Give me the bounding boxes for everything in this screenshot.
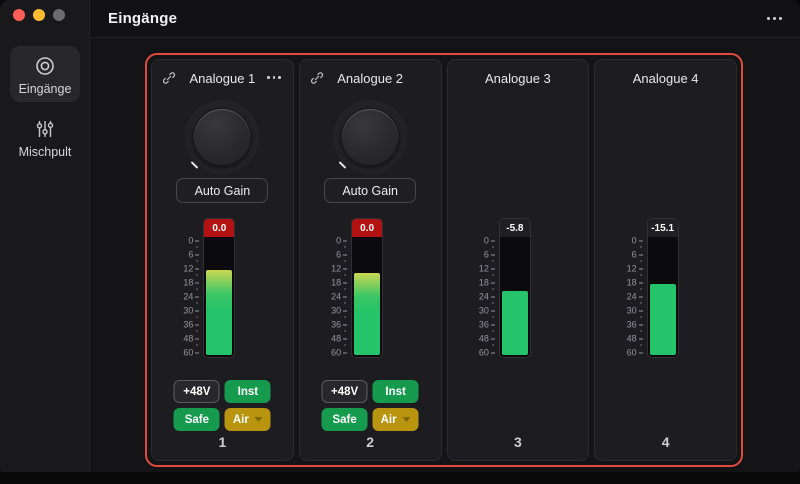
channel-strip-3: Analogue 3 0 6 12 18 24 30 36 48 60 -5.8 3 bbox=[446, 59, 590, 461]
page-header: Eingänge bbox=[90, 0, 800, 38]
sidebar: Eingänge Mischpult bbox=[0, 0, 90, 472]
channel-strip-1: Analogue 1 Auto Gain 0 6 12 18 24 30 36 48 60 0.… bbox=[151, 59, 294, 461]
meter-scale: 0 6 12 18 24 30 36 48 60 bbox=[473, 236, 495, 358]
channel-buttons: +48V Inst Safe Air bbox=[321, 380, 419, 431]
channel-buttons: +48V Inst Safe Air bbox=[173, 380, 271, 431]
link-icon[interactable] bbox=[162, 71, 176, 90]
traffic-lights bbox=[13, 9, 65, 21]
channel-menu-button[interactable] bbox=[267, 76, 281, 79]
page-title: Eingänge bbox=[108, 10, 178, 27]
channel-strip-4: Analogue 4 0 6 12 18 24 30 36 48 60 -15.1 4 bbox=[594, 59, 737, 461]
channel-strip-2: Analogue 2 Auto Gain 0 6 12 18 24 30 36 48 60 0.… bbox=[298, 59, 442, 461]
peak-readout: -15.1 bbox=[647, 219, 678, 237]
link-icon[interactable] bbox=[310, 71, 324, 90]
inputs-icon bbox=[34, 55, 56, 77]
channel-header: Analogue 4 bbox=[605, 68, 726, 88]
channel-header: Analogue 1 bbox=[162, 68, 283, 88]
meter-column: -5.8 bbox=[498, 218, 531, 358]
phantom-power-button[interactable]: +48V bbox=[321, 380, 368, 403]
meter-scale: 0 6 12 18 24 30 36 48 60 bbox=[621, 236, 643, 358]
peak-readout: -5.8 bbox=[499, 219, 530, 237]
gain-knob-indicator bbox=[338, 161, 347, 169]
auto-gain-button[interactable]: Auto Gain bbox=[176, 178, 269, 203]
meter-track bbox=[352, 237, 382, 357]
chevron-down-icon bbox=[402, 417, 411, 422]
meter-column: 0.0 bbox=[351, 218, 384, 358]
meter-column: -15.1 bbox=[646, 218, 679, 358]
air-button[interactable]: Air bbox=[224, 408, 271, 431]
channel-name: Analogue 2 bbox=[337, 70, 404, 86]
sidebar-item-label: Mischpult bbox=[18, 145, 72, 159]
auto-gain-button[interactable]: Auto Gain bbox=[324, 178, 417, 203]
safe-button[interactable]: Safe bbox=[173, 408, 220, 431]
minimize-window-button[interactable] bbox=[33, 9, 45, 21]
peak-readout: 0.0 bbox=[352, 219, 383, 237]
meter-track bbox=[648, 237, 678, 357]
air-button-label: Air bbox=[232, 413, 249, 426]
zoom-window-button[interactable] bbox=[53, 9, 65, 21]
channel-header: Analogue 3 bbox=[458, 68, 579, 88]
gain-knob-cap bbox=[193, 108, 252, 166]
channel-number: 3 bbox=[513, 434, 522, 450]
phantom-power-button[interactable]: +48V bbox=[173, 380, 220, 403]
meter-fill bbox=[206, 269, 233, 355]
sidebar-item-eingaenge[interactable]: Eingänge bbox=[10, 46, 80, 102]
close-window-button[interactable] bbox=[13, 9, 25, 21]
meter-fill bbox=[649, 284, 676, 355]
channel-number: 1 bbox=[218, 434, 227, 450]
stereo-link-group: Analogue 1 Auto Gain 0 6 12 18 24 30 36 48 60 0.… bbox=[145, 53, 743, 467]
air-button-label: Air bbox=[380, 413, 397, 426]
gain-knob-indicator bbox=[190, 161, 199, 169]
gain-knob[interactable] bbox=[333, 100, 408, 174]
level-meter: 0 6 12 18 24 30 36 48 60 0.0 bbox=[325, 218, 399, 358]
safe-button[interactable]: Safe bbox=[321, 408, 368, 431]
channel-name: Analogue 4 bbox=[632, 70, 699, 86]
mixer-sliders-icon bbox=[34, 118, 56, 140]
app-window: Eingänge Mischpult Eingänge bbox=[0, 0, 800, 472]
meter-column: 0.0 bbox=[203, 218, 236, 358]
meter-track bbox=[500, 237, 530, 357]
level-meter: 0 6 12 18 24 30 36 48 60 0.0 bbox=[177, 218, 251, 358]
chevron-down-icon bbox=[254, 417, 263, 422]
air-button[interactable]: Air bbox=[372, 408, 419, 431]
channel-number: 4 bbox=[661, 434, 670, 450]
meter-fill bbox=[354, 273, 381, 355]
meter-track bbox=[204, 237, 234, 357]
inst-button[interactable]: Inst bbox=[224, 380, 271, 403]
channel-number: 2 bbox=[366, 434, 375, 450]
channel-name: Analogue 1 bbox=[189, 70, 256, 86]
meter-fill bbox=[501, 291, 528, 355]
meter-scale: 0 6 12 18 24 30 36 48 60 bbox=[177, 236, 200, 358]
sidebar-item-mischpult[interactable]: Mischpult bbox=[10, 112, 80, 164]
level-meter: 0 6 12 18 24 30 36 48 60 -5.8 bbox=[473, 218, 547, 358]
level-meter: 0 6 12 18 24 30 36 48 60 -15.1 bbox=[621, 218, 695, 358]
peak-readout: 0.0 bbox=[204, 219, 235, 237]
channel-header: Analogue 2 bbox=[310, 68, 431, 88]
gain-knob-cap bbox=[341, 108, 400, 166]
gain-knob[interactable] bbox=[185, 100, 260, 174]
inst-button[interactable]: Inst bbox=[372, 380, 419, 403]
main-content: Analogue 1 Auto Gain 0 6 12 18 24 30 36 48 60 0.… bbox=[90, 38, 800, 472]
window-menu-button[interactable] bbox=[767, 17, 782, 20]
meter-scale: 0 6 12 18 24 30 36 48 60 bbox=[325, 236, 348, 358]
sidebar-item-label: Eingänge bbox=[18, 82, 72, 96]
channel-name: Analogue 3 bbox=[484, 70, 551, 86]
